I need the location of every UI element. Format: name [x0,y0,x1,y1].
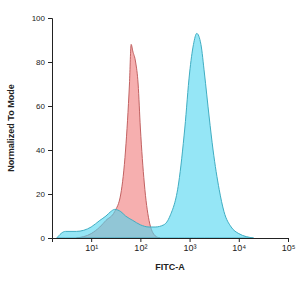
y-tick-mark [48,150,52,151]
histogram-area [57,33,254,238]
x-tick-mark [140,238,141,242]
x-tick-label: 10² [134,243,147,253]
y-tick-label: 20 [36,190,45,199]
x-tick: 10¹ [85,238,98,253]
y-tick: 100 [32,14,52,23]
y-tick-label: 0 [41,234,46,243]
x-tick-mark [288,238,289,242]
y-tick-label: 100 [32,14,46,23]
x-tick-mark [239,238,240,242]
x-tick: 10⁴ [232,238,246,253]
y-tick: 40 [36,146,52,155]
y-axis-line [48,19,53,239]
x-axis: 10¹ 10² 10³ 10⁴ 10⁵ [53,238,296,253]
y-tick-label: 80 [36,58,45,67]
y-tick-mark [48,194,52,195]
y-tick-mark [48,238,52,239]
y-tick-label: 60 [36,102,45,111]
y-axis-title: Normalized To Mode [6,84,16,171]
y-axis: 0 20 40 60 80 100 [32,14,53,243]
y-tick: 80 [36,58,52,67]
x-tick-mark [91,238,92,242]
plot-area [57,33,254,238]
y-tick: 60 [36,102,52,111]
x-tick-label: 10¹ [85,243,98,253]
y-tick-mark [48,18,52,19]
x-tick: 10² [134,238,147,253]
histogram-area [76,44,160,238]
x-tick-label: 10³ [184,243,197,253]
chart: 10¹ 10² 10³ 10⁴ 10⁵ 0 20 40 60 80 100 FITC-A Normali… [0,0,300,285]
x-tick-mark [190,238,191,242]
y-tick-label: 40 [36,146,45,155]
y-tick: 0 [41,234,52,243]
x-tick-label: 10⁵ [282,243,296,253]
x-tick-label: 10⁴ [232,243,246,253]
y-tick-mark [48,106,52,107]
y-tick-mark [48,62,52,63]
x-tick: 10³ [184,238,197,253]
y-tick: 20 [36,190,52,199]
x-axis-title: FITC-A [155,262,185,272]
x-tick: 10⁵ [282,238,296,253]
x-axis-line [53,239,289,243]
